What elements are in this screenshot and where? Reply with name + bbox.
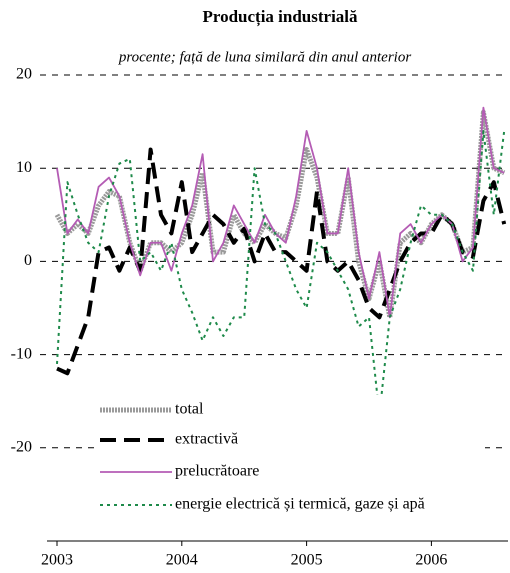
x-tick-label: 2005	[291, 552, 323, 569]
chart-subtitle: procente; față de luna similară din anul…	[118, 49, 412, 65]
y-tick-label: -10	[11, 345, 32, 362]
legend-label: energie electrică și termică, gaze și ap…	[175, 496, 425, 513]
legend-label: prelucrătoare	[175, 463, 259, 480]
y-tick-label: 20	[16, 66, 32, 83]
legend-background	[95, 395, 485, 520]
x-tick-label: 2006	[415, 552, 447, 569]
legend-label: extractivă	[175, 431, 238, 448]
series-line	[56, 129, 506, 417]
legend-label: total	[175, 401, 204, 418]
x-tick-label: 2003	[41, 552, 73, 569]
y-tick-label: -20	[11, 438, 32, 455]
x-tick-label: 2004	[166, 552, 198, 569]
series-line	[56, 106, 505, 319]
series-line	[56, 147, 507, 376]
y-tick-label: 10	[16, 159, 32, 176]
y-tick-label: 0	[24, 252, 32, 269]
chart-title: Producția industrială	[202, 7, 358, 27]
